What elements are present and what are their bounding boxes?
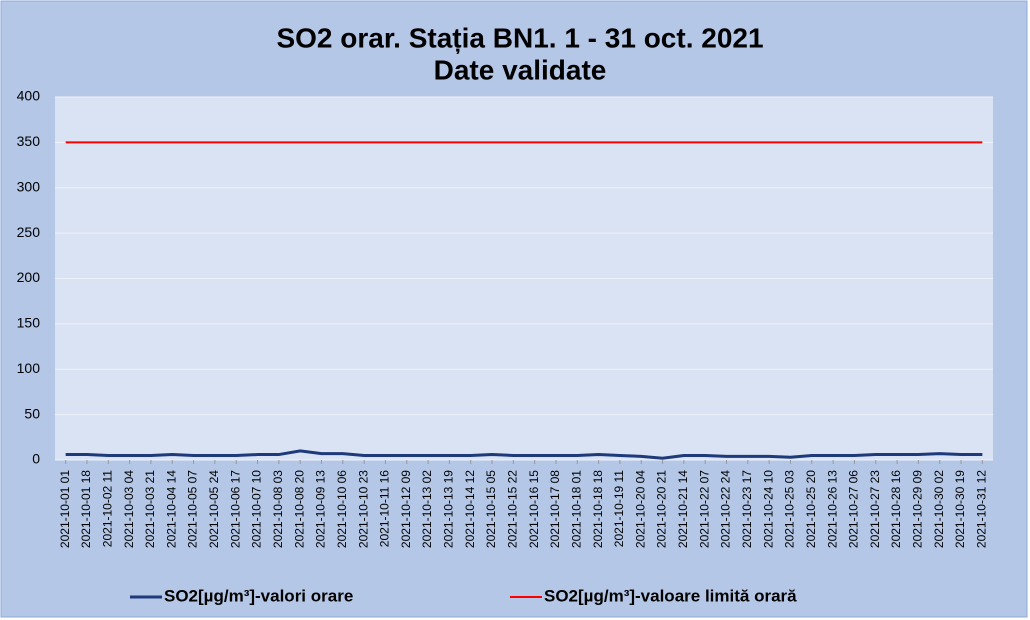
x-tick-label: 2021-10-24 10 — [761, 470, 775, 548]
x-tick-label: 2021-10-01 01 — [58, 470, 72, 548]
x-tick-label: 2021-10-25 20 — [804, 470, 818, 548]
x-tick-label: 2021-10-15 22 — [506, 470, 520, 548]
x-tick-label: 2021-10-29 09 — [911, 470, 925, 548]
x-tick-label: 2021-10-01 18 — [79, 470, 93, 548]
x-tick-label: 2021-10-25 03 — [783, 470, 797, 548]
x-tick-label: 2021-10-10 06 — [335, 470, 349, 548]
x-tick-label: 2021-10-08 20 — [292, 470, 306, 548]
x-tick-label: 2021-10-05 07 — [186, 470, 200, 548]
x-tick-label: 2021-10-14 12 — [463, 470, 477, 548]
x-tick-label: 2021-10-13 19 — [442, 470, 456, 548]
x-tick-label: 2021-10-18 01 — [569, 470, 583, 548]
y-tick-label: 200 — [17, 269, 41, 285]
x-tick-label: 2021-10-12 09 — [399, 470, 413, 548]
chart-subtitle: Date validate — [434, 54, 607, 85]
x-tick-label: 2021-10-04 14 — [164, 470, 178, 548]
data-line — [65, 449, 983, 460]
x-tick-label: 2021-10-16 15 — [527, 470, 541, 548]
x-tick-label: 2021-10-08 03 — [271, 470, 285, 548]
x-tick-label: 2021-10-31 12 — [975, 470, 989, 548]
x-tick-label: 2021-10-22 07 — [697, 470, 711, 548]
x-tick-label: 2021-10-20 21 — [655, 470, 669, 548]
x-tick-label: 2021-10-03 04 — [122, 470, 136, 548]
x-tick-label: 2021-10-13 02 — [420, 470, 434, 548]
legend-label: SO2[µg/m³]-valoare limită orară — [544, 586, 797, 605]
chart-title: SO2 orar. Stația BN1. 1 - 31 oct. 2021 — [276, 22, 763, 53]
x-tick-label: 2021-10-30 19 — [953, 470, 967, 548]
x-tick-label: 2021-10-07 10 — [250, 470, 264, 548]
y-tick-label: 0 — [32, 451, 40, 467]
x-tick-label: 2021-10-28 16 — [889, 470, 903, 548]
y-tick-label: 150 — [17, 315, 41, 331]
x-tick-label: 2021-10-15 05 — [484, 470, 498, 548]
x-tick-label: 2021-10-22 24 — [719, 470, 733, 548]
y-tick-label: 50 — [24, 405, 40, 421]
x-tick-label: 2021-10-03 21 — [143, 470, 157, 548]
x-tick-label: 2021-10-26 13 — [825, 470, 839, 548]
x-tick-label: 2021-10-09 13 — [314, 470, 328, 548]
x-tick-label: 2021-10-30 02 — [932, 470, 946, 548]
y-tick-label: 250 — [17, 224, 41, 240]
x-tick-label: 2021-10-27 06 — [847, 470, 861, 548]
x-tick-label: 2021-10-05 24 — [207, 470, 221, 548]
x-tick-label: 2021-10-11 16 — [378, 470, 392, 548]
x-tick-label: 2021-10-02 11 — [100, 470, 114, 548]
legend-label: SO2[µg/m³]-valori orare — [164, 586, 353, 605]
x-tick-label: 2021-10-10 23 — [356, 470, 370, 548]
x-tick-label: 2021-10-06 17 — [228, 470, 242, 548]
x-tick-label: 2021-10-20 04 — [633, 470, 647, 548]
x-tick-label: 2021-10-19 11 — [612, 470, 626, 548]
x-tick-label: 2021-10-23 17 — [740, 470, 754, 548]
x-tick-label: 2021-10-21 14 — [676, 470, 690, 548]
y-tick-label: 100 — [17, 360, 41, 376]
y-tick-label: 400 — [17, 88, 41, 104]
y-tick-label: 350 — [17, 133, 41, 149]
y-tick-label: 300 — [17, 178, 41, 194]
x-tick-label: 2021-10-17 08 — [548, 470, 562, 548]
x-tick-label: 2021-10-18 18 — [591, 470, 605, 548]
x-tick-label: 2021-10-27 23 — [868, 470, 882, 548]
